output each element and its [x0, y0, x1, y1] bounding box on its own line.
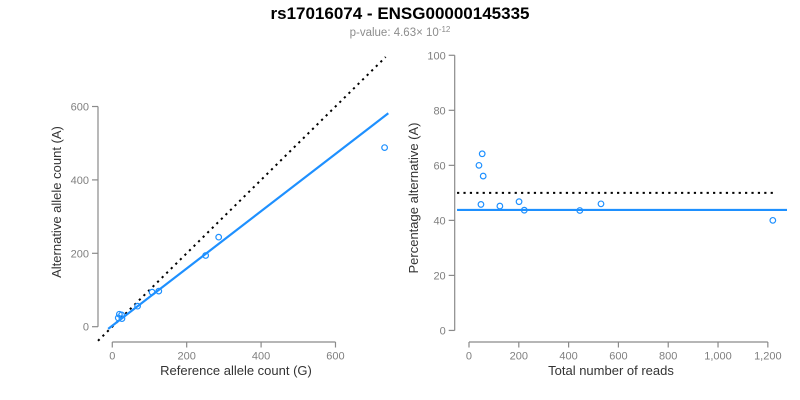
identity-line — [97, 56, 387, 342]
y-tick-label: 80 — [433, 105, 445, 117]
pvalue-text: p-value: 4.63× 10 — [349, 27, 439, 39]
data-point — [215, 233, 223, 241]
x-tick-label: 400 — [252, 351, 270, 363]
data-point — [520, 206, 528, 214]
data-point — [576, 207, 584, 214]
data-point — [597, 200, 605, 208]
x-tick-label: 1,000 — [704, 351, 732, 363]
x-tick-label: 1,200 — [754, 351, 782, 363]
y-tick-label: 100 — [427, 50, 445, 62]
y-tick-label: 0 — [83, 322, 89, 334]
data-point — [769, 216, 777, 224]
data-point — [134, 302, 141, 310]
x-tick-label: 400 — [559, 351, 577, 363]
y-tick-label: 20 — [433, 270, 445, 282]
x-tick-label: 600 — [326, 351, 344, 363]
x-tick-label: 200 — [510, 351, 528, 363]
x-tick-label: 200 — [178, 351, 196, 363]
plot-subtitle: p-value: 4.63× 10-12 — [0, 25, 800, 39]
data-point — [496, 202, 504, 210]
data-point — [118, 311, 125, 319]
data-point — [202, 252, 210, 259]
x-tick-label: 800 — [659, 351, 677, 363]
x-tick-label: 600 — [609, 351, 627, 363]
data-point — [477, 201, 485, 208]
pvalue-exponent: -12 — [438, 25, 451, 34]
y-tick-label: 0 — [440, 325, 446, 337]
x-axis-title-left: Reference allele count (G) — [160, 363, 312, 378]
y-tick-label: 400 — [71, 175, 89, 187]
fit-line — [107, 112, 389, 330]
y-tick-label: 40 — [433, 215, 445, 227]
y-tick-label: 600 — [71, 102, 89, 114]
data-point — [475, 161, 483, 169]
x-tick-label: 0 — [109, 351, 115, 363]
data-point — [515, 198, 523, 206]
x-tick-label: 0 — [466, 351, 472, 363]
x-axis-title-right: Total number of reads — [548, 363, 674, 378]
data-point — [148, 288, 156, 296]
data-point — [381, 144, 388, 152]
data-point — [155, 287, 163, 295]
plot-title: rs17016074 - ENSG00000145335 — [270, 4, 530, 23]
data-point — [118, 315, 126, 323]
y-tick-label: 60 — [433, 160, 445, 172]
data-point — [478, 150, 486, 158]
data-point — [479, 172, 487, 180]
y-tick-label: 200 — [71, 248, 89, 260]
